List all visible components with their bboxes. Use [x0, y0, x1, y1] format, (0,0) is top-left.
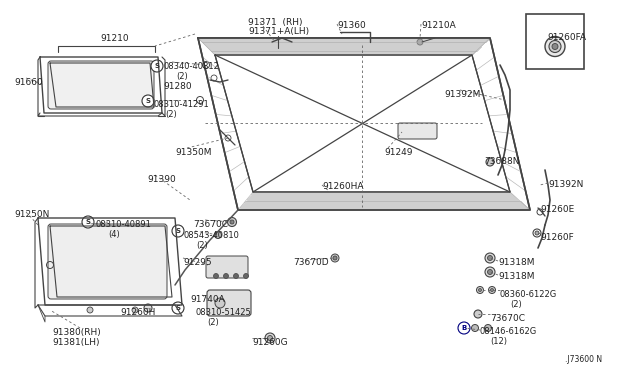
Circle shape [151, 60, 163, 72]
Circle shape [214, 273, 218, 279]
Circle shape [215, 298, 225, 308]
FancyBboxPatch shape [526, 14, 584, 69]
Text: 91249: 91249 [384, 148, 413, 157]
Text: S: S [175, 228, 180, 234]
Text: 91371  (RH): 91371 (RH) [248, 18, 303, 27]
Circle shape [268, 336, 273, 340]
Text: 73688N: 73688N [484, 157, 520, 166]
Circle shape [265, 333, 275, 343]
Circle shape [230, 220, 234, 224]
Text: 91210A: 91210A [421, 21, 456, 30]
Text: .J73600 N: .J73600 N [565, 355, 602, 364]
Text: (2): (2) [510, 300, 522, 309]
Text: S: S [145, 98, 150, 104]
Text: (2): (2) [176, 72, 188, 81]
Text: (2): (2) [165, 110, 177, 119]
Circle shape [474, 310, 482, 318]
Circle shape [331, 254, 339, 262]
Circle shape [477, 286, 483, 294]
Circle shape [485, 267, 495, 277]
Text: 08310-40891: 08310-40891 [96, 220, 152, 229]
Circle shape [488, 286, 495, 294]
Circle shape [472, 324, 479, 331]
Circle shape [223, 273, 228, 279]
Text: 73670D: 73670D [293, 258, 328, 267]
Circle shape [144, 304, 152, 312]
Circle shape [172, 302, 184, 314]
Text: B: B [461, 325, 467, 331]
Circle shape [486, 158, 494, 166]
Text: 91318M: 91318M [498, 258, 534, 267]
FancyBboxPatch shape [48, 61, 154, 109]
Circle shape [82, 216, 94, 228]
Text: 91390: 91390 [147, 175, 176, 184]
Circle shape [484, 324, 492, 331]
FancyBboxPatch shape [207, 290, 251, 316]
Text: 91260HA: 91260HA [322, 182, 364, 191]
Circle shape [458, 324, 465, 331]
Circle shape [490, 289, 493, 292]
Circle shape [172, 225, 184, 237]
FancyBboxPatch shape [48, 224, 167, 299]
Circle shape [417, 39, 423, 45]
Text: 91318M: 91318M [498, 272, 534, 281]
Text: 91360: 91360 [337, 21, 365, 30]
Text: 91280: 91280 [163, 82, 191, 91]
Text: (2): (2) [207, 318, 219, 327]
Circle shape [227, 218, 237, 227]
Text: 91381(LH): 91381(LH) [52, 338, 99, 347]
Circle shape [458, 322, 470, 334]
FancyBboxPatch shape [398, 123, 437, 139]
Text: 91660: 91660 [14, 78, 43, 87]
Circle shape [132, 307, 138, 313]
Text: 91260H: 91260H [120, 308, 156, 317]
Circle shape [488, 269, 493, 275]
Text: 73670C: 73670C [490, 314, 525, 323]
Circle shape [243, 273, 248, 279]
Text: 91740A: 91740A [190, 295, 225, 304]
Text: 08310-41291: 08310-41291 [153, 100, 209, 109]
Circle shape [479, 289, 481, 292]
Text: 08360-6122G: 08360-6122G [500, 290, 557, 299]
Text: 91260E: 91260E [540, 205, 574, 214]
Text: S: S [154, 63, 159, 69]
Text: S: S [86, 219, 90, 225]
Text: 91250N: 91250N [14, 210, 49, 219]
Text: 91295: 91295 [183, 258, 212, 267]
Text: 08340-40812: 08340-40812 [163, 62, 219, 71]
Circle shape [214, 231, 221, 238]
Text: 91392M: 91392M [444, 90, 481, 99]
Text: (4): (4) [108, 230, 120, 239]
Circle shape [234, 273, 239, 279]
Circle shape [87, 307, 93, 313]
Text: 73670C: 73670C [193, 220, 228, 229]
Text: (12): (12) [490, 337, 507, 346]
Text: 91350M: 91350M [175, 148, 211, 157]
Circle shape [333, 256, 337, 260]
Text: 08543-40810: 08543-40810 [183, 231, 239, 240]
Text: 91392N: 91392N [548, 180, 584, 189]
Text: 08310-51425: 08310-51425 [195, 308, 251, 317]
Text: 91380(RH): 91380(RH) [52, 328, 100, 337]
Text: 91260G: 91260G [252, 338, 287, 347]
Text: 91260F: 91260F [540, 233, 573, 242]
Circle shape [142, 95, 154, 107]
Circle shape [485, 253, 495, 263]
Text: 91260FA: 91260FA [547, 33, 586, 42]
Text: 91210: 91210 [100, 34, 129, 43]
FancyBboxPatch shape [206, 256, 248, 278]
Circle shape [535, 231, 539, 235]
Text: 08146-6162G: 08146-6162G [480, 327, 537, 336]
Circle shape [549, 41, 561, 52]
Circle shape [488, 256, 493, 260]
Circle shape [545, 36, 565, 57]
Text: (2): (2) [196, 241, 208, 250]
Circle shape [552, 44, 558, 49]
Text: 91371+A(LH): 91371+A(LH) [248, 27, 309, 36]
Text: S: S [175, 305, 180, 311]
